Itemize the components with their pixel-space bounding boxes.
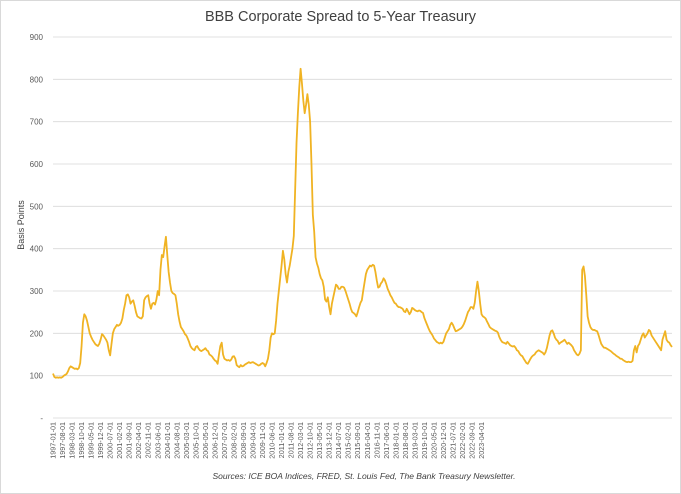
x-tick-label: 2015-02-01 [344,422,353,459]
x-tick-label: 2022-09-01 [468,422,477,459]
x-tick-label: 2015-09-01 [353,422,362,459]
x-tick-label: 2013-12-01 [325,422,334,459]
x-tick-label: 2018-01-01 [391,422,400,459]
x-tick-label: 2000-07-01 [106,422,115,459]
x-tick-label: 2007-07-01 [220,422,229,459]
x-tick-label: 2006-12-01 [210,422,219,459]
x-tick-label: 2001-02-01 [115,422,124,459]
x-tick-label: 2012-03-01 [296,422,305,459]
x-tick-label: 1998-03-01 [68,422,77,459]
y-axis-ticks: - 100 200 300 400 500 600 700 800 900 [30,33,44,423]
x-tick-label: 2016-11-01 [372,422,381,458]
series-line-0 [52,67,673,379]
x-tick-label: 1999-12-01 [96,422,105,459]
source-note: Sources: ICE BOA Indices, FRED, St. Loui… [212,471,516,481]
x-tick-label: 2005-10-01 [191,422,200,459]
x-tick-label: 2003-06-01 [153,422,162,459]
x-tick-label: 2019-10-01 [420,422,429,459]
y-tick-label: 900 [30,33,44,42]
x-tick-label: 2001-09-01 [125,422,134,459]
y-tick-label: 700 [30,118,44,127]
x-tick-label: 2006-05-01 [201,422,210,459]
x-tick-label: 2011-08-01 [287,422,296,458]
x-tick-label: 2010-06-01 [268,422,277,459]
x-tick-label: 2004-01-01 [163,422,172,459]
x-tick-label: 1997-08-01 [58,422,67,459]
x-tick-label: 1997-01-01 [49,422,58,459]
x-tick-label: 2004-08-01 [172,422,181,459]
x-tick-label: 2021-07-01 [448,422,457,459]
y-tick-label: - [40,414,43,423]
x-tick-label: 2023-04-01 [477,422,486,459]
chart-title: BBB Corporate Spread to 5-Year Treasury [204,9,477,25]
x-tick-label: 2020-12-01 [439,422,448,459]
x-tick-label: 2002-04-01 [134,422,143,459]
x-axis-ticks: 1997-01-01 1997-08-01 1998-03-01 1998-10-01… [49,422,487,459]
series-lines [52,67,673,379]
x-tick-label: 2011-01-01 [277,422,286,458]
y-tick-label: 100 [30,372,44,381]
x-tick-label: 2005-03-01 [182,422,191,459]
x-tick-label: 2017-06-01 [382,422,391,459]
x-tick-label: 2008-02-01 [229,422,238,459]
x-tick-label: 1999-05-01 [87,422,96,459]
y-tick-label: 400 [30,245,44,254]
x-tick-label: 2012-10-01 [306,422,315,459]
y-tick-label: 800 [30,75,44,84]
x-tick-label: 2016-04-01 [363,422,372,459]
y-tick-label: 600 [30,160,44,169]
x-tick-label: 2009-04-01 [248,422,257,459]
gridlines [53,36,672,419]
y-tick-label: 200 [30,329,44,338]
x-tick-label: 2022-02-01 [458,422,467,459]
x-tick-label: 2002-11-01 [144,422,153,458]
y-tick-label: 500 [30,202,44,211]
x-tick-label: 1998-10-01 [77,422,86,459]
x-tick-label: 2008-09-01 [239,422,248,459]
x-tick-label: 2018-08-01 [401,422,410,459]
x-tick-label: 2014-07-01 [334,422,343,459]
x-tick-label: 2009-11-01 [258,422,267,458]
x-tick-label: 2019-03-01 [410,422,419,459]
y-tick-label: 300 [30,287,44,296]
x-tick-label: 2013-05-01 [315,422,324,459]
x-tick-label: 2020-05-01 [429,422,438,459]
